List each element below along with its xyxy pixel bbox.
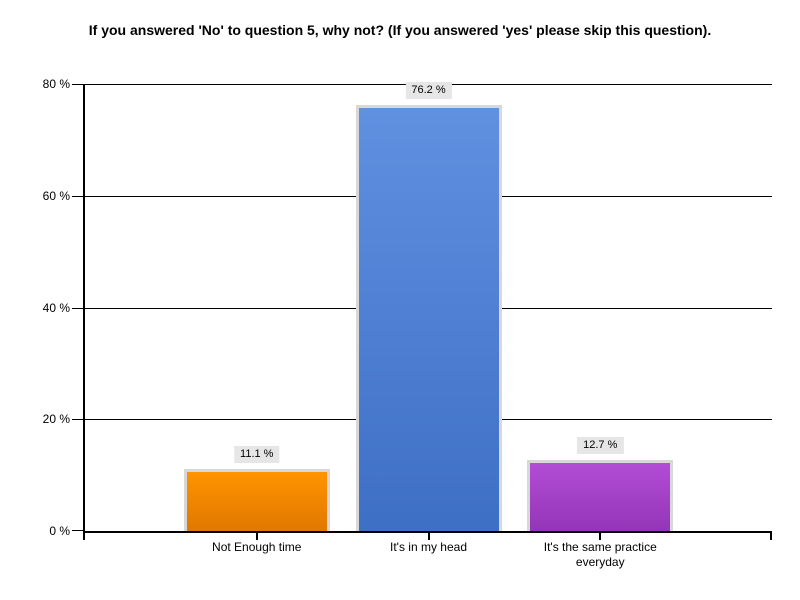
bar xyxy=(183,468,330,531)
y-axis-tick xyxy=(72,307,83,309)
x-axis-tick xyxy=(599,533,602,540)
x-axis-tick xyxy=(83,533,85,540)
y-axis-tick xyxy=(72,84,83,85)
category-label: It's the same practice everyday xyxy=(543,540,657,569)
y-axis-tick xyxy=(72,530,83,531)
category-label: Not Enough time xyxy=(212,540,302,554)
y-axis-label: 60 % xyxy=(42,188,70,203)
bar-value-label: 76.2 % xyxy=(405,82,452,100)
category-label: It's in my head xyxy=(390,540,467,554)
bar-value-label: 12.7 % xyxy=(577,437,624,455)
y-axis-tick xyxy=(72,195,83,197)
chart-title: If you answered 'No' to question 5, why … xyxy=(88,22,712,38)
y-axis-label: 80 % xyxy=(42,77,70,91)
bar xyxy=(527,460,674,531)
x-axis-tick xyxy=(427,533,430,540)
y-axis-label: 0 % xyxy=(49,524,70,538)
x-axis-tick xyxy=(255,533,258,540)
y-axis-label: 40 % xyxy=(42,300,70,315)
x-axis-tick xyxy=(770,533,772,540)
bar-value-label: 11.1 % xyxy=(234,445,280,463)
plot-area: 11.1 % 76.2 % 12.7 % xyxy=(72,82,772,540)
bar xyxy=(355,105,502,531)
y-axis-tick xyxy=(72,419,83,421)
y-axis-label: 20 % xyxy=(42,412,70,427)
